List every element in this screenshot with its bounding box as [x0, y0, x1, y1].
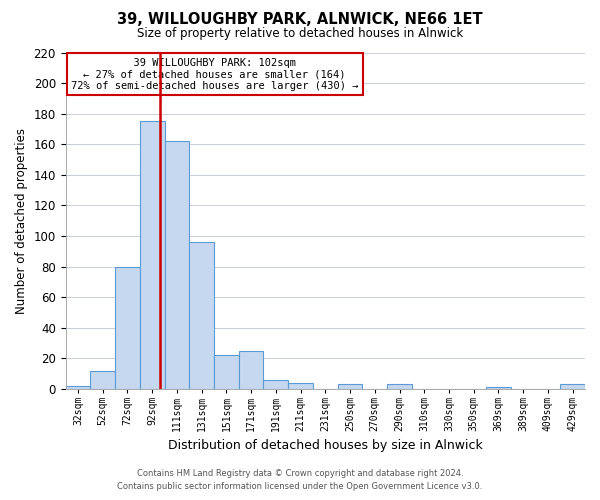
Text: 39 WILLOUGHBY PARK: 102sqm  
← 27% of detached houses are smaller (164)
72% of s: 39 WILLOUGHBY PARK: 102sqm ← 27% of deta…: [71, 58, 358, 90]
Bar: [486, 388, 511, 389]
Bar: [214, 356, 239, 389]
X-axis label: Distribution of detached houses by size in Alnwick: Distribution of detached houses by size …: [168, 440, 483, 452]
Text: 39, WILLOUGHBY PARK, ALNWICK, NE66 1ET: 39, WILLOUGHBY PARK, ALNWICK, NE66 1ET: [117, 12, 483, 28]
Bar: [560, 384, 585, 389]
Bar: [387, 384, 412, 389]
Bar: [263, 380, 288, 389]
Bar: [338, 384, 362, 389]
Bar: [288, 383, 313, 389]
Text: Contains HM Land Registry data © Crown copyright and database right 2024.
Contai: Contains HM Land Registry data © Crown c…: [118, 469, 482, 491]
Bar: [140, 122, 164, 389]
Bar: [190, 242, 214, 389]
Bar: [239, 350, 263, 389]
Bar: [65, 386, 91, 389]
Text: Size of property relative to detached houses in Alnwick: Size of property relative to detached ho…: [137, 28, 463, 40]
Y-axis label: Number of detached properties: Number of detached properties: [15, 128, 28, 314]
Bar: [115, 266, 140, 389]
Bar: [164, 141, 190, 389]
Bar: [91, 370, 115, 389]
